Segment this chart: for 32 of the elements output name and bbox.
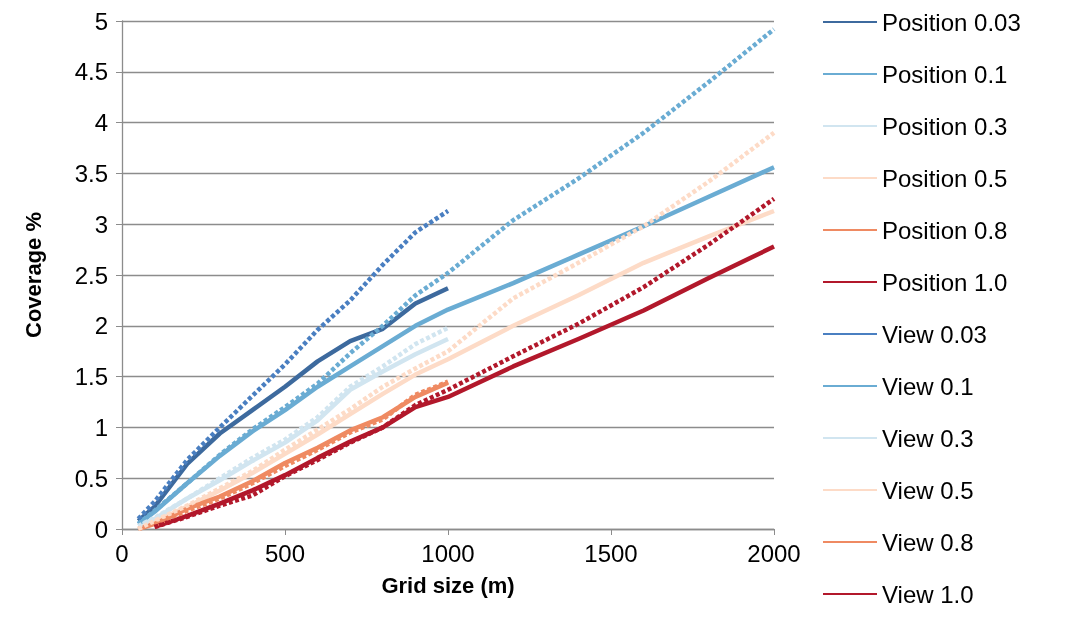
y-tick-label: 2: [94, 312, 108, 340]
legend-label: View 0.5: [882, 476, 974, 504]
line-series: [136, 285, 451, 524]
y-tick-label: 1: [94, 413, 108, 441]
y-tick-label: 2.5: [74, 261, 108, 289]
legend-label: View 1.0: [882, 580, 974, 608]
line-series: [136, 208, 451, 522]
legend-label: Position 0.5: [882, 164, 1008, 192]
y-axis-title: Coverage %: [20, 212, 46, 338]
x-tick-label: 2000: [747, 539, 801, 567]
legend-label: Position 0.03: [882, 8, 1021, 36]
legend-label: View 0.1: [882, 372, 974, 400]
x-axis-title: Grid size (m): [381, 572, 515, 598]
y-tick-label: 1.5: [74, 363, 108, 391]
x-tick-label: 1500: [584, 539, 638, 567]
y-tick-label: 4: [94, 109, 108, 137]
y-tick-label: 4.5: [74, 58, 108, 86]
y-tick-label: 0.5: [74, 464, 108, 492]
legend-label: View 0.3: [882, 424, 974, 452]
legend-label: Position 1.0: [882, 268, 1008, 296]
legend-label: Position 0.8: [882, 216, 1008, 244]
y-tick-label: 3: [94, 210, 108, 238]
legend-label: Position 0.1: [882, 60, 1008, 88]
y-tick-label: 3.5: [74, 159, 108, 187]
y-tick-label: 5: [94, 7, 108, 35]
legend-label: View 0.8: [882, 528, 974, 556]
legend-label: Position 0.3: [882, 112, 1008, 140]
y-tick-label: 0: [94, 515, 108, 543]
x-tick-label: 0: [115, 539, 129, 567]
legend-label: View 0.03: [882, 320, 987, 348]
x-tick-label: 1000: [421, 539, 475, 567]
x-tick-label: 500: [264, 539, 306, 567]
